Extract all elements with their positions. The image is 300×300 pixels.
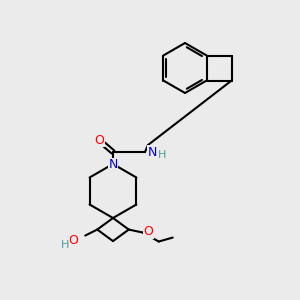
Text: H: H [158, 150, 166, 160]
Text: O: O [94, 134, 104, 146]
Text: O: O [144, 225, 154, 238]
Text: H: H [61, 239, 69, 250]
Text: N: N [108, 158, 118, 172]
Text: N: N [148, 146, 158, 158]
Text: O: O [68, 234, 78, 247]
